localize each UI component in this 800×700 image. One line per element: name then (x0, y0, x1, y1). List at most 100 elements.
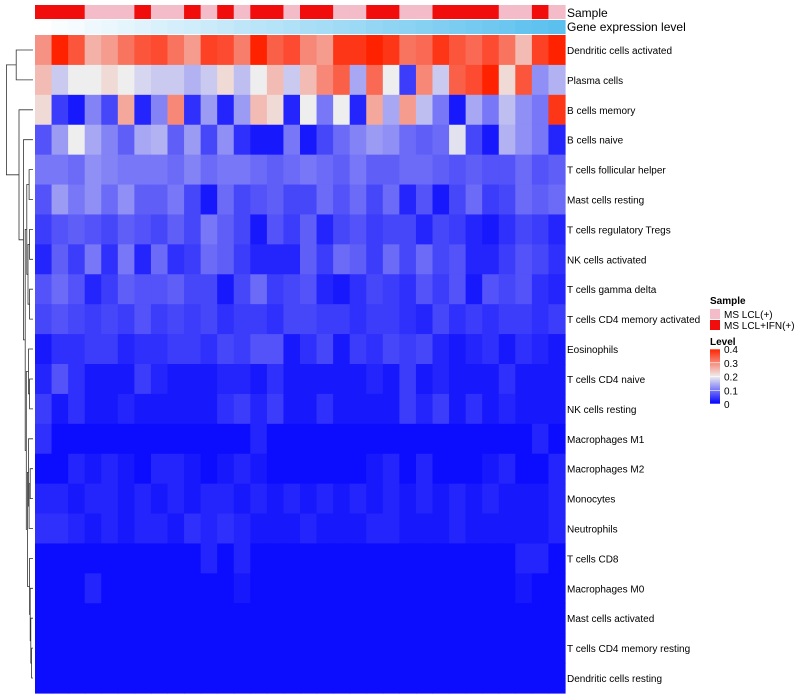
heatmap-cell (51, 423, 69, 455)
heatmap-cell (184, 214, 202, 245)
heatmap-cell (250, 663, 268, 694)
row-label: B cells naive (567, 136, 624, 147)
heatmap-cell (217, 154, 235, 186)
heatmap-cell (300, 124, 318, 156)
heatmap-cell (366, 573, 384, 604)
heatmap-cell (84, 543, 102, 574)
heatmap-cell (482, 393, 500, 425)
heatmap-cell (382, 633, 400, 664)
dendrogram-branch (29, 468, 33, 499)
heatmap-cell (266, 513, 285, 545)
heatmap-cell (465, 35, 483, 66)
heatmap-cell (366, 274, 384, 305)
heatmap-cell (233, 603, 251, 634)
heatmap-cell (432, 184, 450, 216)
sample-annotation-cell (498, 5, 516, 19)
heatmap-cell (217, 244, 235, 275)
heatmap-cell (84, 364, 102, 395)
gene-expression-annotation-track (35, 20, 566, 34)
heatmap-cell (250, 64, 268, 96)
heatmap-cell (200, 603, 218, 634)
heatmap-cell (432, 304, 450, 335)
heatmap-cell (200, 364, 218, 395)
gene-expression-annotation-cell (449, 20, 467, 34)
heatmap-cell (515, 184, 533, 216)
heatmap-cell (35, 543, 53, 574)
heatmap-cell (101, 274, 119, 305)
heatmap-cell (415, 483, 434, 515)
heatmap-cell (283, 214, 301, 245)
heatmap-cell (482, 453, 500, 485)
heatmap-cell (101, 423, 119, 455)
heatmap-cell (349, 573, 367, 604)
heatmap-cell (134, 513, 152, 545)
heatmap-cell (266, 274, 285, 305)
heatmap-cell (68, 393, 86, 425)
heatmap-cell (515, 154, 533, 186)
heatmap-cell (449, 124, 467, 156)
heatmap-cell (84, 513, 102, 545)
heatmap-cell (316, 393, 334, 425)
heatmap-cell (432, 453, 450, 485)
heatmap-cell (382, 393, 400, 425)
heatmap-cell (300, 244, 318, 275)
heatmap-cell (366, 154, 384, 186)
heatmap-cell (548, 364, 566, 395)
heatmap-cell (200, 214, 218, 245)
heatmap-cell (35, 304, 53, 335)
row-label: T cells CD4 naive (567, 375, 646, 386)
row-label: T cells regulatory Tregs (567, 225, 671, 236)
heatmap-cell (217, 423, 235, 455)
heatmap-cell (117, 513, 135, 545)
heatmap-cell (250, 483, 268, 515)
heatmap-cell (200, 453, 218, 485)
heatmap-cell (515, 64, 533, 96)
heatmap-cell (498, 483, 516, 515)
heatmap-cell (449, 214, 467, 245)
heatmap-cell (366, 513, 384, 545)
heatmap-cell (117, 603, 135, 634)
heatmap-cell (333, 35, 351, 66)
heatmap-cell (515, 393, 533, 425)
heatmap-cell (68, 304, 86, 335)
heatmap-cell (184, 154, 202, 186)
heatmap-cell (283, 304, 301, 335)
heatmap-cell (200, 334, 218, 365)
heatmap-cell (465, 124, 483, 156)
heatmap-cell (300, 364, 318, 395)
heatmap-cell (415, 603, 434, 634)
heatmap-cell (548, 304, 566, 335)
heatmap-cell (233, 64, 251, 96)
heatmap-cell (217, 393, 235, 425)
heatmap-cell (150, 214, 169, 245)
sample-annotation-cell (531, 5, 550, 19)
heatmap-cell (84, 334, 102, 365)
heatmap-cell (150, 64, 169, 96)
heatmap-cell (548, 94, 566, 126)
heatmap-cell (333, 124, 351, 156)
heatmap-cell (51, 184, 69, 216)
heatmap-cell (35, 393, 53, 425)
heatmap-cell (300, 633, 318, 664)
heatmap-cell (233, 423, 251, 455)
heatmap-cell (51, 483, 69, 515)
heatmap-cell (415, 393, 434, 425)
row-label: Dendritic cells activated (567, 46, 672, 57)
heatmap-cell (465, 244, 483, 275)
gene-expression-annotation-cell (316, 20, 334, 34)
heatmap-cell (300, 453, 318, 485)
row-dendrogram (6, 49, 33, 679)
heatmap-cell (35, 214, 53, 245)
heatmap-cell (184, 184, 202, 216)
heatmap-cell (333, 423, 351, 455)
heatmap-cell (498, 513, 516, 545)
heatmap-cell (283, 633, 301, 664)
heatmap-cell (415, 633, 434, 664)
heatmap-cell (35, 94, 53, 126)
heatmap-cell (515, 453, 533, 485)
heatmap-cell (200, 124, 218, 156)
heatmap-cell (101, 184, 119, 216)
heatmap-cell (35, 64, 53, 96)
heatmap-cell (399, 483, 417, 515)
heatmap-cell (366, 393, 384, 425)
